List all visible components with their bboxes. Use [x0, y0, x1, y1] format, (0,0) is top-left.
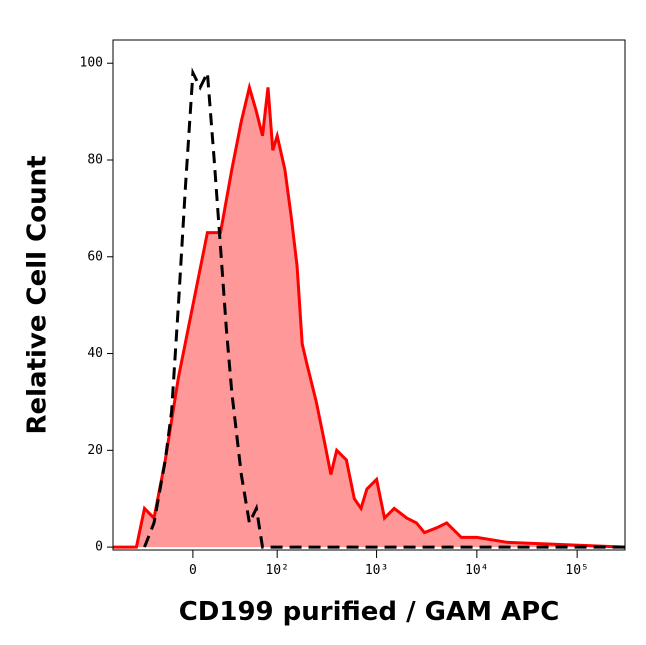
y-tick-label: 60 — [87, 249, 103, 264]
y-axis-title: Relative Cell Count — [23, 155, 53, 434]
y-tick-label: 100 — [80, 56, 103, 71]
plot-frame — [112, 39, 626, 551]
x-tick-label: 10⁵ — [565, 563, 588, 578]
y-tick-label: 20 — [87, 443, 103, 458]
x-tick-label: 10⁴ — [465, 563, 488, 578]
x-tick-label: 10³ — [365, 563, 388, 578]
x-tick-label: 0 — [189, 563, 197, 578]
x-axis-title: CD199 purified / GAM APC — [179, 597, 560, 627]
area — [113, 87, 625, 548]
y-tick-label: 0 — [95, 540, 103, 555]
line — [143, 67, 625, 549]
line — [113, 81, 626, 549]
x-tick-label: 10² — [265, 563, 288, 578]
y-tick-label: 40 — [87, 346, 103, 361]
y-tick-label: 80 — [87, 153, 103, 168]
